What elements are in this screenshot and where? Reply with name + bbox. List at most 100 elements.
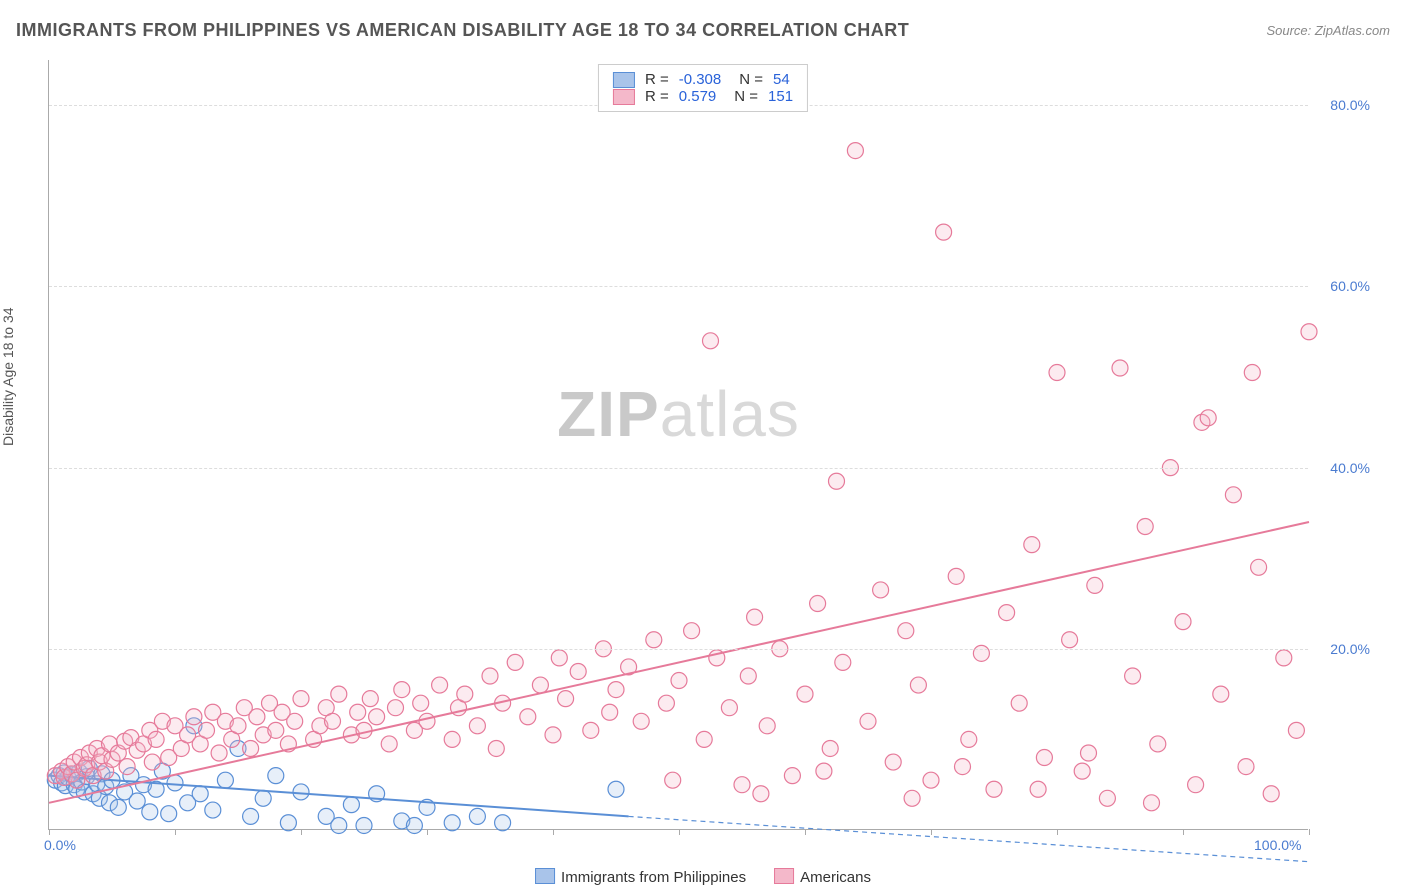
scatter-point-americans [936,224,952,240]
scatter-point-americans [1150,736,1166,752]
scatter-point-philippines [268,768,284,784]
scatter-point-americans [1188,777,1204,793]
x-tick-mark [1057,829,1058,835]
scatter-point-americans [457,686,473,702]
legend-r-value: 0.579 [679,88,717,105]
scatter-point-americans [810,596,826,612]
x-tick-label: 100.0% [1254,837,1301,853]
trend-line-americans [49,522,1309,803]
x-tick-mark [931,829,932,835]
scatter-point-americans [797,686,813,702]
scatter-point-americans [986,781,1002,797]
scatter-point-americans [1024,537,1040,553]
scatter-point-americans [948,568,964,584]
scatter-point-americans [885,754,901,770]
scatter-point-americans [784,768,800,784]
scatter-point-americans [721,700,737,716]
scatter-point-philippines [356,817,372,833]
legend-swatch [613,72,635,88]
legend-correlation-row: R =0.579N =151 [613,88,793,105]
scatter-point-americans [696,731,712,747]
x-tick-mark [427,829,428,835]
y-tick-label: 60.0% [1330,278,1370,294]
legend-series-item: Immigrants from Philippines [535,868,746,886]
scatter-point-americans [381,736,397,752]
scatter-point-philippines [343,797,359,813]
scatter-point-americans [904,790,920,806]
scatter-point-americans [1301,324,1317,340]
scatter-point-americans [753,786,769,802]
gridline-h [49,286,1308,287]
scatter-point-americans [973,645,989,661]
scatter-point-americans [816,763,832,779]
plot-area: ZIPatlas 20.0%40.0%60.0%80.0%0.0%100.0% [48,60,1308,830]
scatter-point-americans [1099,790,1115,806]
scatter-point-americans [432,677,448,693]
scatter-point-americans [211,745,227,761]
scatter-point-philippines [129,793,145,809]
scatter-point-americans [658,695,674,711]
scatter-point-philippines [495,815,511,831]
scatter-point-philippines [142,804,158,820]
scatter-point-americans [910,677,926,693]
scatter-point-americans [1112,360,1128,376]
scatter-point-americans [1251,559,1267,575]
scatter-point-americans [665,772,681,788]
scatter-point-philippines [110,799,126,815]
x-tick-label: 0.0% [44,837,76,853]
scatter-point-americans [482,668,498,684]
scatter-point-americans [999,605,1015,621]
scatter-point-americans [860,713,876,729]
legend-n-value: 54 [773,71,790,88]
scatter-point-americans [444,731,460,747]
source-citation: Source: ZipAtlas.com [1266,23,1390,38]
scatter-point-philippines [469,808,485,824]
scatter-point-americans [488,740,504,756]
scatter-point-philippines [608,781,624,797]
scatter-point-americans [1288,722,1304,738]
legend-n-label: N = [739,71,763,88]
y-axis-label: Disability Age 18 to 34 [0,307,16,446]
scatter-point-americans [1011,695,1027,711]
scatter-point-americans [199,722,215,738]
x-tick-mark [553,829,554,835]
scatter-point-philippines [331,817,347,833]
scatter-point-americans [671,673,687,689]
scatter-point-americans [1200,410,1216,426]
scatter-point-americans [1263,786,1279,802]
scatter-point-americans [1175,614,1191,630]
scatter-point-americans [268,722,284,738]
scatter-point-americans [747,609,763,625]
scatter-point-americans [558,691,574,707]
scatter-point-americans [829,473,845,489]
scatter-point-americans [1049,365,1065,381]
scatter-point-americans [759,718,775,734]
scatter-point-americans [1238,759,1254,775]
scatter-point-americans [419,713,435,729]
scatter-point-americans [583,722,599,738]
x-tick-mark [49,829,50,835]
scatter-point-americans [955,759,971,775]
legend-swatch [613,89,635,105]
scatter-point-americans [144,754,160,770]
scatter-point-americans [608,682,624,698]
scatter-point-americans [362,691,378,707]
scatter-point-americans [602,704,618,720]
x-tick-mark [679,829,680,835]
scatter-point-americans [1125,668,1141,684]
y-tick-label: 20.0% [1330,641,1370,657]
scatter-point-americans [570,663,586,679]
scatter-point-philippines [243,808,259,824]
legend-swatch [535,868,555,884]
scatter-point-philippines [255,790,271,806]
scatter-point-philippines [167,775,183,791]
scatter-point-americans [413,695,429,711]
scatter-point-philippines [444,815,460,831]
legend-series: Immigrants from PhilippinesAmericans [535,868,871,886]
scatter-point-americans [469,718,485,734]
scatter-point-americans [249,709,265,725]
scatter-point-americans [1144,795,1160,811]
scatter-point-americans [325,713,341,729]
scatter-point-americans [822,740,838,756]
scatter-point-philippines [280,815,296,831]
